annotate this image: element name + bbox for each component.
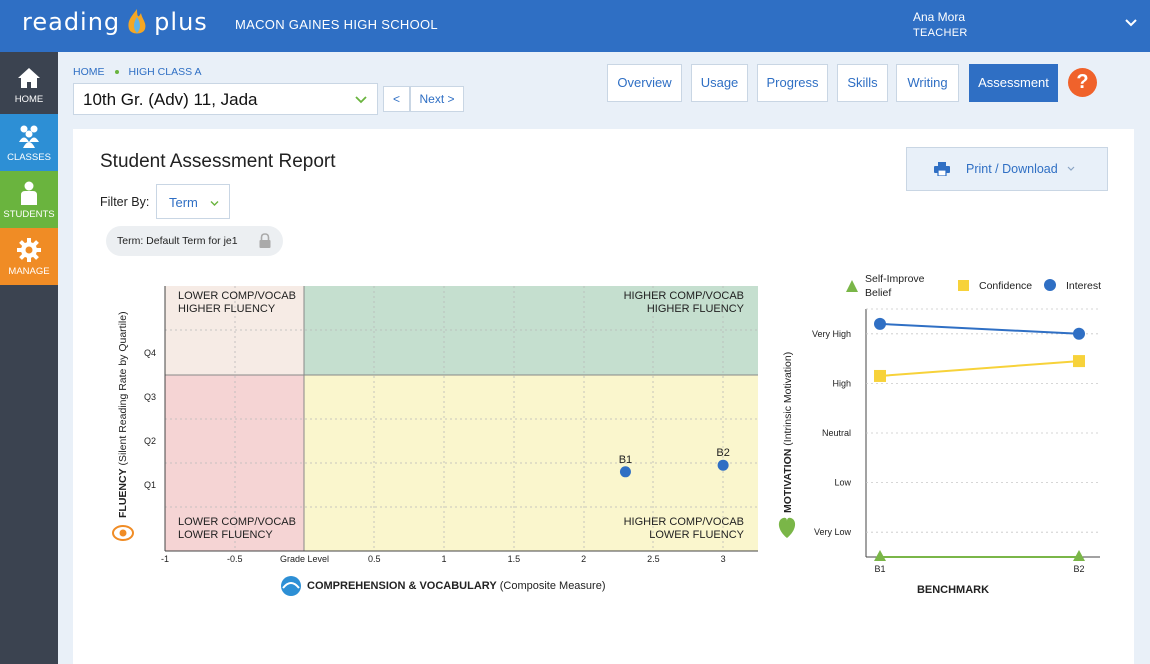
breadcrumb-class[interactable]: HIGH CLASS A bbox=[128, 66, 202, 78]
student-select[interactable]: 10th Gr. (Adv) 11, Jada bbox=[73, 83, 378, 115]
tab-progress[interactable]: Progress bbox=[757, 64, 828, 102]
nav-home-label: HOME bbox=[14, 94, 44, 105]
flame-icon bbox=[128, 9, 146, 34]
breadcrumb: HOME HIGH CLASS A bbox=[73, 66, 201, 78]
chevron-down-icon bbox=[1067, 166, 1075, 171]
term-pill: Term: Default Term for je1 bbox=[106, 226, 283, 256]
prev-button[interactable]: < bbox=[383, 86, 410, 112]
print-download-button[interactable]: Print / Download bbox=[906, 147, 1108, 191]
top-bar: reading plus MACON GAINES HIGH SCHOOL An… bbox=[0, 0, 1150, 52]
help-button[interactable]: ? bbox=[1068, 68, 1097, 97]
nav-classes[interactable]: CLASSES bbox=[0, 114, 58, 171]
classes-icon bbox=[19, 125, 39, 148]
tab-assessment[interactable]: Assessment bbox=[969, 64, 1058, 102]
user-name[interactable]: Ana Mora bbox=[913, 10, 966, 24]
reading-plus-logo[interactable]: reading plus bbox=[22, 7, 208, 37]
nav-manage-label: MANAGE bbox=[8, 266, 50, 277]
term-pill-label: Term: Default Term for je1 bbox=[117, 235, 238, 247]
filter-label: Filter By: bbox=[100, 195, 150, 209]
print-download-label: Print / Download bbox=[966, 162, 1058, 176]
filter-select-value: Term bbox=[169, 195, 198, 210]
chevron-down-icon bbox=[210, 201, 219, 206]
logo-text-reading: reading bbox=[22, 8, 121, 36]
nav-manage[interactable]: MANAGE bbox=[0, 228, 58, 285]
school-name: MACON GAINES HIGH SCHOOL bbox=[235, 17, 438, 32]
chevron-down-icon bbox=[355, 96, 367, 104]
gear-icon bbox=[17, 238, 41, 262]
nav-home[interactable]: HOME bbox=[0, 56, 58, 113]
next-button[interactable]: Next > bbox=[410, 86, 464, 112]
report-panel: Student Assessment Report Print / Downlo… bbox=[73, 129, 1134, 664]
tab-usage[interactable]: Usage bbox=[691, 64, 748, 102]
printer-icon bbox=[934, 162, 950, 176]
nav-students[interactable]: STUDENTS bbox=[0, 171, 58, 228]
breadcrumb-separator bbox=[114, 70, 119, 74]
nav-students-label: STUDENTS bbox=[3, 209, 55, 220]
left-nav: HOME CLASSES STUDENTS bbox=[0, 52, 58, 664]
filter-select[interactable]: Term bbox=[156, 184, 230, 219]
logo-text-plus: plus bbox=[154, 8, 208, 36]
user-role: TEACHER bbox=[913, 27, 968, 39]
chevron-down-icon[interactable] bbox=[1123, 14, 1139, 30]
student-select-value: 10th Gr. (Adv) 11, Jada bbox=[83, 90, 258, 109]
breadcrumb-home[interactable]: HOME bbox=[73, 66, 105, 78]
tab-writing[interactable]: Writing bbox=[896, 64, 959, 102]
nav-classes-label: CLASSES bbox=[7, 152, 51, 163]
student-icon bbox=[21, 181, 37, 205]
page-title: Student Assessment Report bbox=[100, 151, 336, 172]
lock-icon bbox=[259, 233, 271, 248]
tab-overview[interactable]: Overview bbox=[607, 64, 682, 102]
home-icon bbox=[18, 68, 40, 88]
tab-skills[interactable]: Skills bbox=[837, 64, 888, 102]
